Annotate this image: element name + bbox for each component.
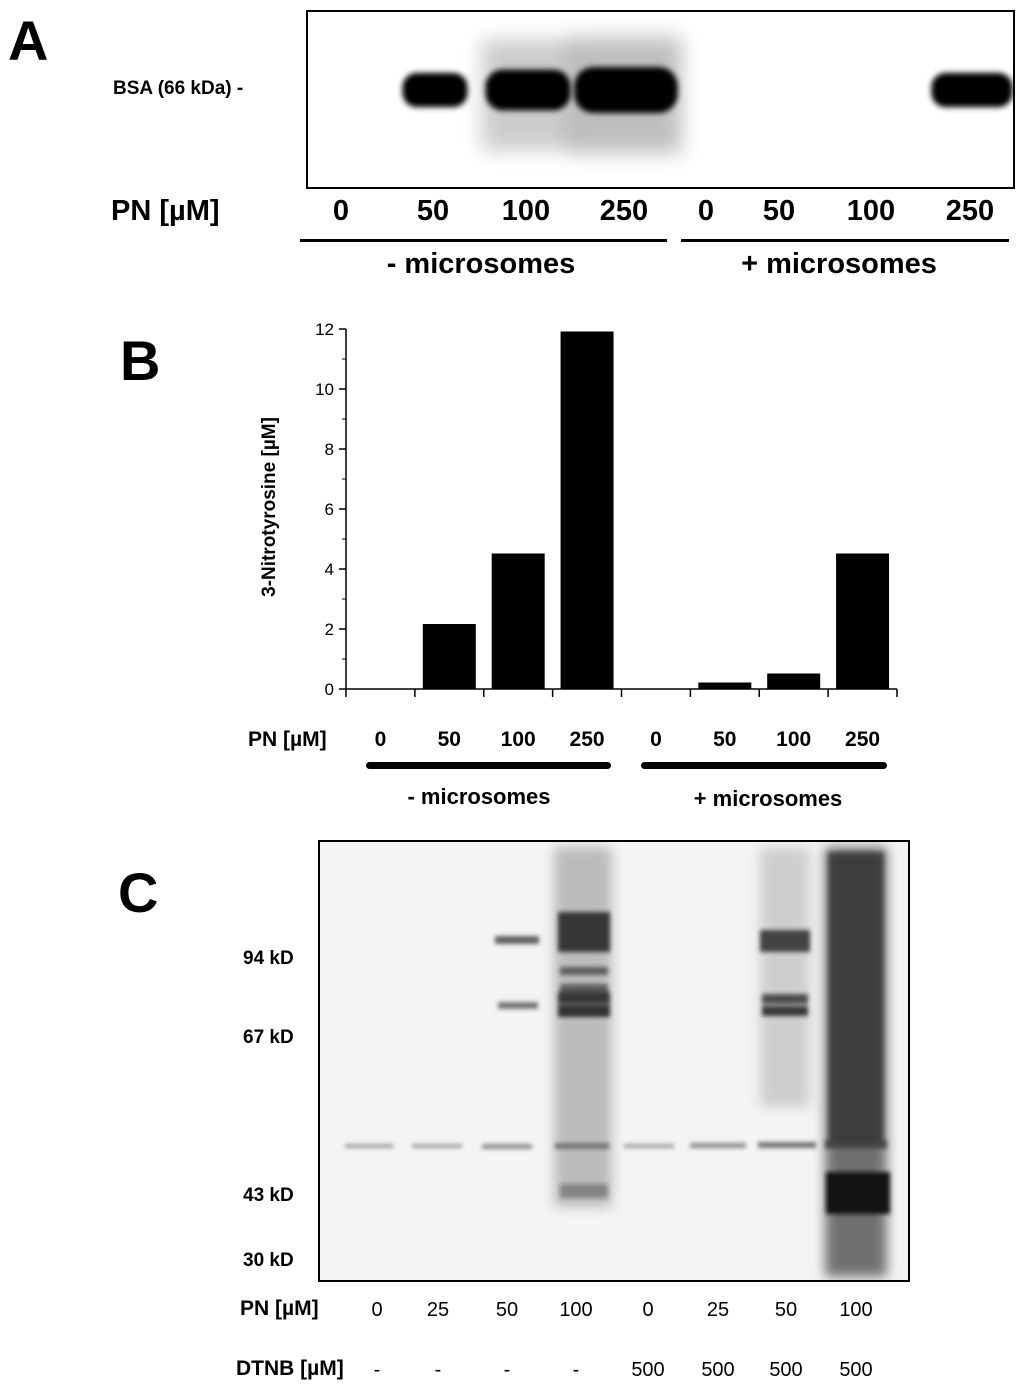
bar-chart: 0 2 4 6 8 10 12 (315, 320, 898, 699)
chart-y-tick-label: 12 (315, 320, 334, 339)
panel-a-x-title: PN [µM] (111, 195, 220, 227)
dtnb-lane-value: 500 (701, 1359, 735, 1381)
marker-43kd: 43 kD (243, 1185, 294, 1206)
chart-x-tick-label: 250 (569, 728, 605, 751)
pn-lane-value: 0 (371, 1299, 383, 1321)
dtnb-row-label: DTNB [µM] (236, 1357, 344, 1380)
panel-c-blot-image (345, 847, 890, 1277)
pn-lane-value: 0 (642, 1299, 654, 1321)
chart-group-plus: + microsomes (693, 786, 843, 811)
panel-a-marker-label: BSA (66 kDa) - (113, 78, 244, 99)
panel-a-band (485, 69, 571, 111)
chart-x-tick-label: 50 (437, 728, 461, 751)
chart-x-tick-label: 100 (500, 728, 536, 751)
chart-bar (767, 673, 821, 690)
chart-group-line-plus (641, 762, 887, 769)
chart-x-tick-label: 0 (374, 728, 387, 751)
dtnb-lane-value: 500 (839, 1359, 873, 1381)
pn-lane-value: 25 (706, 1299, 730, 1321)
pn-lane-value: 50 (495, 1299, 519, 1321)
panel-a-band (574, 67, 678, 113)
chart-group-line-minus (366, 762, 611, 769)
chart-y-tick-label: 10 (315, 380, 334, 399)
pn-row-label: PN [µM] (240, 1297, 319, 1320)
chart-x-tick-label: 0 (650, 728, 662, 751)
panel-b-letter: B (120, 329, 161, 392)
panel-a-lane-label: 100 (846, 195, 896, 227)
pn-lane-value: 25 (426, 1299, 450, 1321)
chart-group-minus: - microsomes (407, 784, 551, 809)
chart-y-tick-label: 2 (325, 620, 334, 639)
marker-94kd: 94 kD (243, 948, 294, 969)
panel-a-band (402, 72, 468, 108)
chart-y-tick-label: 6 (325, 500, 334, 519)
chart-x-tick-label: 100 (776, 728, 812, 751)
dtnb-lane-value: - (572, 1359, 580, 1381)
panel-a-group-line-minus (300, 239, 667, 242)
dtnb-lane-value: 500 (631, 1359, 665, 1381)
dtnb-lane-value: - (434, 1359, 442, 1381)
panel-a-lane-label: 50 (416, 195, 450, 227)
panel-a-lane-label: 250 (599, 195, 649, 227)
chart-x-tick-label: 50 (713, 728, 737, 751)
panel-a-lane-label: 100 (501, 195, 551, 227)
panel-c-blot (318, 840, 910, 1282)
panel-a-lane-label: 0 (697, 195, 715, 227)
panel-a-letter: A (8, 9, 49, 72)
panel-a-group-minus: - microsomes (386, 248, 576, 280)
chart-bar (698, 682, 752, 690)
chart-bar (560, 331, 614, 690)
pn-lane-value: 100 (839, 1299, 873, 1321)
pn-lane-value: 50 (774, 1299, 798, 1321)
panel-a-band (931, 72, 1013, 108)
chart-bar (422, 624, 476, 690)
dtnb-lane-value: - (373, 1359, 381, 1381)
chart-y-tick-label: 4 (325, 560, 334, 579)
chart-bar (836, 553, 890, 690)
marker-30kd: 30 kD (243, 1250, 294, 1271)
chart-y-tick-label: 0 (325, 680, 334, 699)
dtnb-lane-value: 500 (769, 1359, 803, 1381)
dtnb-lane-value: - (503, 1359, 511, 1381)
chart-x-label: PN [µM] (248, 728, 327, 751)
panel-a-lane-label: 0 (332, 195, 350, 227)
panel-c-letter: C (118, 861, 159, 924)
chart-bar (491, 553, 545, 690)
chart-x-tick-label: 250 (845, 728, 881, 751)
pn-lane-value: 100 (559, 1299, 593, 1321)
panel-a-group-line-plus (681, 239, 1009, 242)
panel-a-lane-label: 250 (945, 195, 995, 227)
panel-a-blot (306, 10, 1015, 189)
chart-y-tick-label: 8 (325, 440, 334, 459)
marker-67kd: 67 kD (243, 1027, 294, 1048)
panel-a-blot-image (402, 37, 1013, 153)
panel-a-lane-label: 50 (762, 195, 796, 227)
panel-a-group-plus: + microsomes (741, 248, 937, 280)
